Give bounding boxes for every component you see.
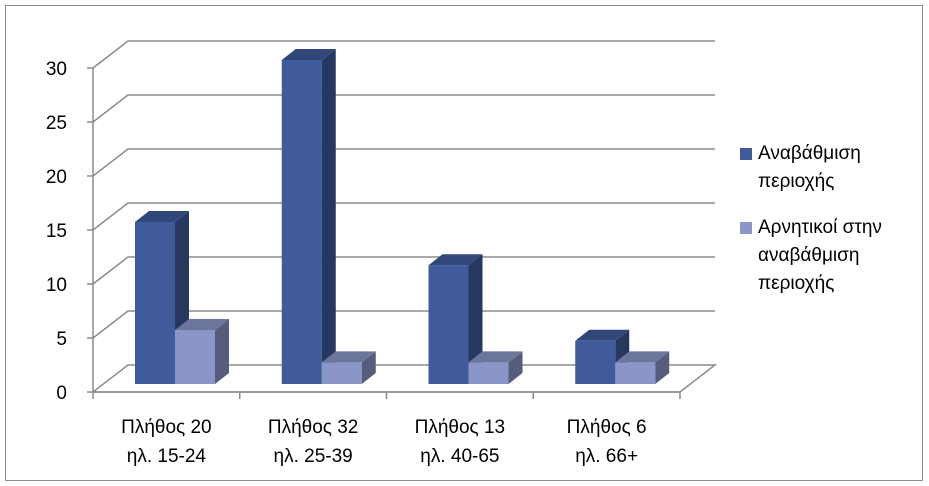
bar-1-2 xyxy=(281,49,336,384)
legend-item-series-1: Αναβάθμιση περιοχής xyxy=(740,140,925,196)
y-tick-label: 0 xyxy=(56,383,67,404)
gridline xyxy=(92,202,715,231)
legend-label-series-2: Αρνητικοί στην αναβάθμιση περιοχής xyxy=(758,217,882,294)
bar-top xyxy=(175,319,229,330)
bar-side xyxy=(361,351,376,384)
y-tick-label: 25 xyxy=(46,113,67,134)
gridline xyxy=(92,148,715,177)
bar-top xyxy=(428,254,483,266)
bar-front xyxy=(135,222,175,384)
gridline xyxy=(92,94,715,123)
gridline xyxy=(92,40,715,69)
bar-front xyxy=(321,362,362,384)
bar-top xyxy=(575,329,630,341)
axis-layer xyxy=(87,67,681,399)
bar-front xyxy=(575,340,616,384)
legend: Αναβάθμιση περιοχής Αρνητικοί στην αναβά… xyxy=(740,140,925,316)
bar-2-2 xyxy=(321,351,376,384)
bar-2-1 xyxy=(175,319,229,384)
bar-front xyxy=(428,265,469,384)
bar-top xyxy=(321,351,376,363)
x-tick-label: Πλήθος 20 ηλ. 15-24 xyxy=(121,417,212,467)
bar-top xyxy=(281,49,336,60)
bar-top xyxy=(135,211,189,222)
y-tick-label: 15 xyxy=(46,221,67,242)
bar-front xyxy=(281,60,322,384)
legend-swatch-series-1 xyxy=(740,148,752,160)
bar-2-3 xyxy=(468,351,523,384)
x-tick-label: Πλήθος 32 ηλ. 25-39 xyxy=(268,417,359,467)
bar-side xyxy=(321,49,336,384)
y-tick-label: 20 xyxy=(46,167,67,188)
gridline xyxy=(92,310,715,339)
bar-front xyxy=(468,362,509,384)
legend-swatch-series-2 xyxy=(740,222,752,234)
bars-layer xyxy=(135,49,670,384)
bar-side xyxy=(468,254,483,384)
y-tick-label: 10 xyxy=(46,275,67,296)
legend-item-series-2: Αρνητικοί στην αναβάθμιση περιοχής xyxy=(740,214,925,298)
bar-top xyxy=(615,351,670,363)
legend-label-series-1: Αναβάθμιση περιοχής xyxy=(758,143,861,192)
bar-front xyxy=(615,362,656,384)
y-tick-label: 30 xyxy=(46,59,67,80)
bar-1-3 xyxy=(428,254,483,384)
gridline xyxy=(92,256,715,285)
bar-front xyxy=(175,330,215,384)
bar-side xyxy=(508,351,523,384)
bar-side xyxy=(215,319,229,384)
x-tick-label: Πλήθος 13 ηλ. 40-65 xyxy=(415,417,506,467)
bar-2-4 xyxy=(615,351,670,384)
x-tick-label: Πλήθος 6 ηλ. 66+ xyxy=(567,417,647,467)
bar-top xyxy=(468,351,523,363)
y-tick-label: 5 xyxy=(56,329,67,350)
labels-layer: 0 5 10 15 20 25 30 Πλήθος 20 ηλ. 15-24 Πλήθος 32 η… xyxy=(46,59,647,467)
bar-side xyxy=(655,351,670,384)
